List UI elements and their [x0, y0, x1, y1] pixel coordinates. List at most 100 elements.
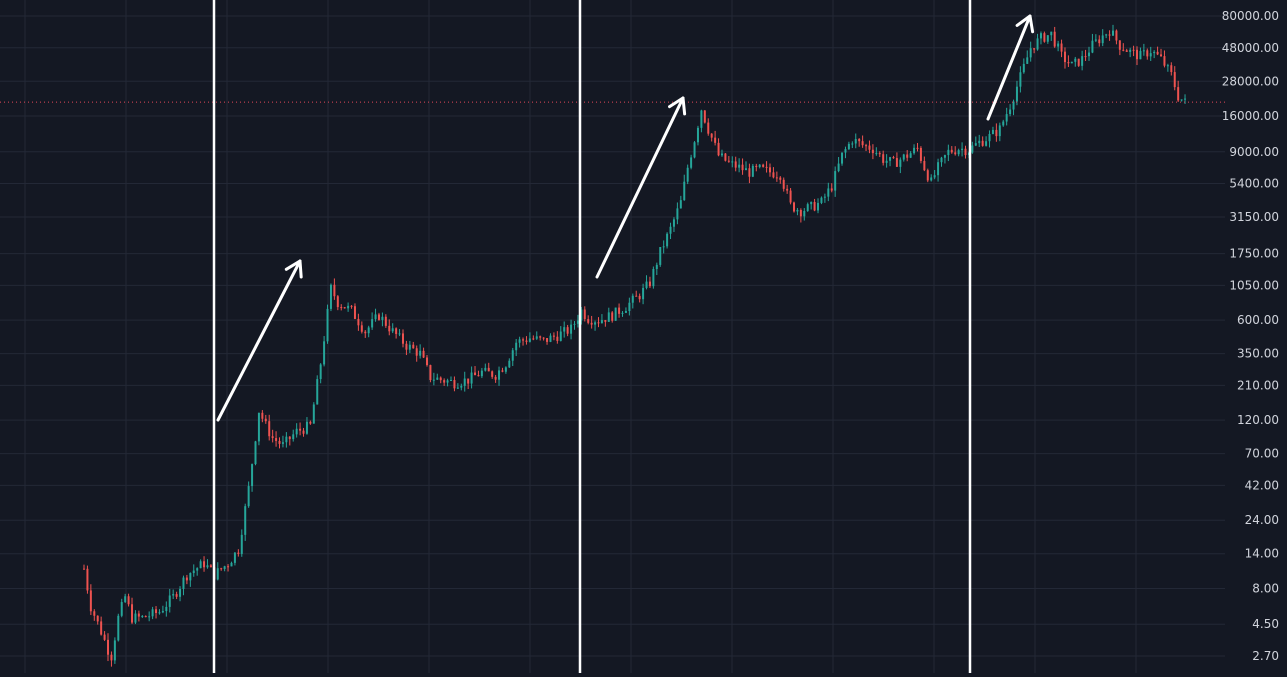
candle-body: [600, 320, 603, 324]
candle-body: [961, 148, 964, 151]
candle-body: [1105, 34, 1108, 36]
candle-body: [906, 154, 909, 158]
candle-body: [137, 613, 140, 617]
candle-body: [1177, 87, 1180, 101]
candle-body: [422, 350, 425, 358]
candle-body: [257, 412, 260, 442]
candle-body: [343, 307, 346, 309]
candle-body: [107, 639, 110, 655]
candle-body: [988, 133, 991, 142]
y-tick-label: 48000.00: [1222, 41, 1279, 55]
candle-body: [645, 281, 648, 288]
candle-body: [717, 142, 720, 156]
candle-body: [103, 634, 106, 640]
candle-body: [755, 165, 758, 168]
candle-body: [576, 320, 579, 324]
candle-body: [998, 125, 1001, 137]
candle-body: [1184, 98, 1187, 100]
candle-body: [552, 335, 555, 337]
candle-body: [1156, 51, 1159, 55]
candle-body: [1101, 35, 1104, 44]
candle-body: [261, 412, 264, 419]
candle-body: [799, 209, 802, 217]
candle-body: [882, 154, 885, 163]
candle-body: [1108, 34, 1111, 36]
candle-body: [340, 307, 343, 309]
candle-body: [491, 371, 494, 377]
candle-body: [453, 380, 456, 389]
cycle-dividers[interactable]: [212, 0, 972, 673]
candle-body: [738, 164, 741, 168]
candle-body: [734, 161, 737, 168]
candle-body: [762, 164, 765, 167]
candle-body: [714, 137, 717, 143]
y-tick-label: 24.00: [1245, 513, 1279, 527]
candle-body: [209, 565, 212, 568]
candle-body: [820, 197, 823, 203]
candle-body: [895, 158, 898, 167]
candle-body: [1087, 52, 1090, 57]
candle-body: [93, 611, 96, 616]
candle-body: [1060, 43, 1063, 52]
y-tick-label: 350.00: [1237, 347, 1279, 361]
candle-body: [607, 312, 610, 322]
candle-body: [350, 305, 353, 307]
candle-body: [285, 436, 288, 443]
candle-body: [930, 177, 933, 181]
candle-body: [309, 421, 312, 424]
candle-body: [1009, 109, 1012, 115]
candle-body: [1029, 48, 1032, 58]
candle-body: [810, 201, 813, 205]
candle-body: [131, 604, 134, 623]
candle-body: [206, 565, 209, 568]
candle-body: [796, 209, 799, 212]
y-tick-label: 5400.00: [1229, 177, 1279, 191]
candle-body: [216, 568, 219, 580]
candle-body: [974, 143, 977, 146]
candlestick-series: [83, 24, 1187, 667]
candle-body: [470, 372, 473, 384]
candle-body: [1132, 49, 1135, 51]
candle-body: [875, 153, 878, 155]
candle-body: [515, 342, 518, 351]
candle-body: [865, 145, 868, 147]
candle-body: [710, 133, 713, 138]
candle-body: [923, 160, 926, 171]
candle-body: [741, 164, 744, 171]
candle-body: [474, 372, 477, 376]
candle-body: [336, 296, 339, 308]
candle-body: [563, 327, 566, 332]
candle-body: [748, 168, 751, 177]
candle-body: [1053, 31, 1056, 47]
rally-arrows[interactable]: [216, 14, 1035, 422]
candle-body: [655, 264, 658, 270]
candle-body: [384, 316, 387, 326]
candle-body: [484, 367, 487, 371]
candle-body: [659, 246, 662, 265]
candle-body: [827, 188, 830, 197]
candle-body: [501, 370, 504, 372]
candle-body: [624, 310, 627, 313]
y-tick-label: 28000.00: [1222, 74, 1279, 88]
candle-body: [841, 152, 844, 164]
candle-body: [1163, 56, 1166, 66]
candle-body: [240, 534, 243, 554]
candle-body: [199, 561, 202, 569]
candle-body: [772, 172, 775, 178]
candle-body: [1022, 63, 1025, 73]
candle-body: [1160, 54, 1163, 57]
candle-body: [618, 307, 621, 314]
candle-body: [357, 318, 360, 326]
candle-body: [405, 343, 408, 350]
candle-body: [1125, 50, 1128, 52]
candle-body: [871, 149, 874, 154]
candle-body: [155, 609, 158, 614]
candle-body: [244, 506, 247, 535]
candle-body: [446, 380, 449, 383]
candle-body: [432, 379, 435, 381]
candle-body: [1173, 72, 1176, 88]
candle-body: [642, 287, 645, 300]
price-axis[interactable]: 80000.00 48000.00 28000.00 16000.00 9000.00 5…: [1222, 9, 1279, 663]
